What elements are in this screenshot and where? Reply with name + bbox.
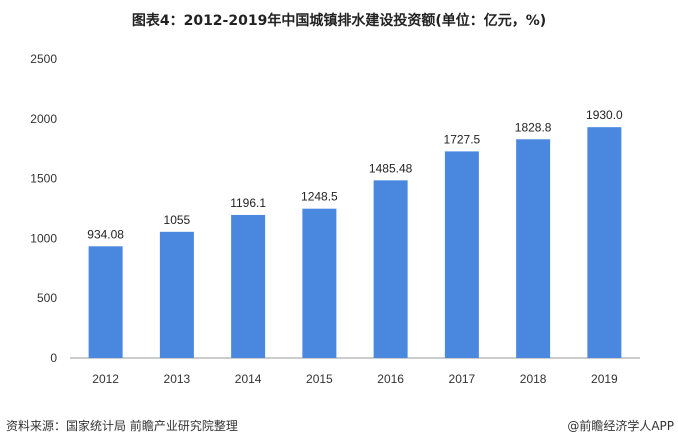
bar [373,180,408,358]
bar [159,231,194,358]
bar [88,246,123,358]
x-tick-label: 2012 [92,372,119,386]
x-tick-label: 2019 [591,372,618,386]
bar [587,127,622,358]
data-label: 934.08 [87,227,124,241]
bar [231,214,266,358]
y-tick-label: 0 [50,351,57,365]
bar [302,208,337,358]
credit-note: @前瞻经济学人APP [567,419,674,433]
data-label: 1485.48 [369,161,413,175]
bar [444,151,479,358]
x-tick-label: 2014 [235,372,262,386]
data-label: 1930.0 [586,108,623,122]
bar [516,139,551,358]
y-tick-label: 2000 [30,112,57,126]
x-tick-label: 2017 [449,372,476,386]
x-tick-label: 2018 [520,372,547,386]
source-note: 资料来源：国家统计局 前瞻产业研究院整理 [6,419,238,433]
data-label: 1828.8 [515,120,552,134]
y-tick-label: 500 [37,291,57,305]
chart-title: 图表4：2012-2019年中国城镇排水建设投资额(单位：亿元，%) [131,13,547,29]
x-tick-label: 2016 [377,372,404,386]
data-label: 1055 [164,213,191,227]
data-label: 1196.1 [230,196,266,210]
y-tick-label: 2500 [30,52,57,66]
data-label: 1248.5 [301,190,338,204]
y-tick-label: 1000 [30,231,57,245]
x-tick-label: 2013 [164,372,191,386]
data-label: 1727.5 [444,132,481,146]
y-tick-label: 1500 [30,172,57,186]
x-tick-label: 2015 [306,372,333,386]
